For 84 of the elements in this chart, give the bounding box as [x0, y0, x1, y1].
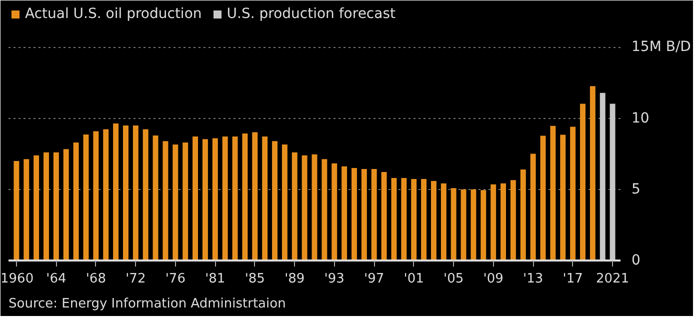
bar	[302, 155, 308, 260]
bar	[113, 124, 119, 260]
bar	[83, 134, 89, 260]
x-tick-label: '09	[483, 272, 504, 286]
bar	[123, 126, 128, 260]
bar	[381, 172, 387, 260]
bar	[411, 179, 417, 260]
bar	[460, 189, 466, 260]
x-tick-label: '97	[364, 272, 384, 286]
bar	[162, 141, 168, 260]
bar	[292, 152, 298, 260]
x-tick-label: '64	[46, 272, 66, 286]
bar	[152, 135, 158, 260]
x-tick-label: '13	[523, 272, 544, 286]
bar	[24, 159, 30, 260]
x-tick-label: '05	[444, 272, 464, 286]
bar	[500, 183, 506, 260]
bar	[142, 129, 148, 260]
bar	[580, 104, 586, 260]
bar	[480, 190, 486, 260]
bar	[421, 179, 427, 260]
bar	[73, 142, 79, 260]
bar	[610, 104, 616, 260]
bar	[182, 142, 188, 260]
x-tick-label: '93	[324, 272, 344, 286]
bar	[550, 126, 556, 260]
bar	[361, 169, 367, 260]
x-tick-label: '89	[284, 272, 305, 286]
bar	[560, 134, 566, 260]
bar	[63, 149, 69, 260]
bar	[322, 159, 328, 260]
x-tick-label: '76	[165, 272, 186, 286]
bar	[53, 152, 59, 260]
y-tick-label: 15M B/D	[632, 39, 691, 56]
bar	[202, 139, 208, 260]
bar	[450, 188, 456, 260]
bar	[371, 169, 377, 260]
bar	[440, 183, 446, 260]
bar	[262, 136, 268, 260]
bar	[530, 154, 536, 260]
bar	[510, 180, 516, 260]
x-tick-label: 1960	[0, 272, 34, 286]
bar	[172, 144, 178, 260]
x-tick-label: '85	[244, 272, 265, 286]
x-tick-label: 2021	[596, 272, 630, 286]
bar	[232, 136, 238, 260]
x-tick-label: '68	[86, 272, 106, 286]
y-tick-label: 5	[632, 181, 640, 198]
bar	[312, 154, 318, 260]
source-note: Source: Energy Information Administrtaion	[8, 296, 286, 312]
bar	[272, 141, 278, 260]
bar	[282, 144, 288, 260]
legend-label: Actual U.S. oil production	[25, 6, 202, 22]
bar	[93, 131, 99, 260]
bar	[520, 169, 526, 260]
bar	[252, 132, 258, 260]
bar	[222, 136, 228, 260]
bar	[34, 155, 40, 260]
x-tick-label: '72	[126, 272, 146, 286]
bar	[342, 166, 348, 260]
bar	[391, 178, 397, 260]
bar	[430, 181, 436, 260]
bar	[590, 86, 596, 260]
bar	[44, 152, 49, 260]
bar	[212, 138, 218, 260]
bar	[540, 136, 546, 260]
bar	[401, 178, 407, 260]
bar	[132, 126, 138, 260]
bar	[192, 136, 198, 260]
y-tick-label: 10	[632, 110, 650, 126]
legend-label: U.S. production forecast	[226, 6, 396, 22]
bar	[242, 133, 248, 260]
x-tick-label: '01	[404, 272, 424, 286]
bar	[103, 129, 109, 260]
bar	[332, 163, 338, 260]
x-tick-label: '17	[562, 272, 583, 286]
x-tick-label: '81	[205, 272, 226, 286]
bar	[490, 184, 496, 260]
bar	[600, 92, 606, 260]
bar	[352, 168, 357, 260]
bar	[14, 160, 20, 260]
bar	[570, 126, 576, 260]
bar	[470, 189, 476, 260]
y-tick-label: 0	[632, 252, 640, 268]
